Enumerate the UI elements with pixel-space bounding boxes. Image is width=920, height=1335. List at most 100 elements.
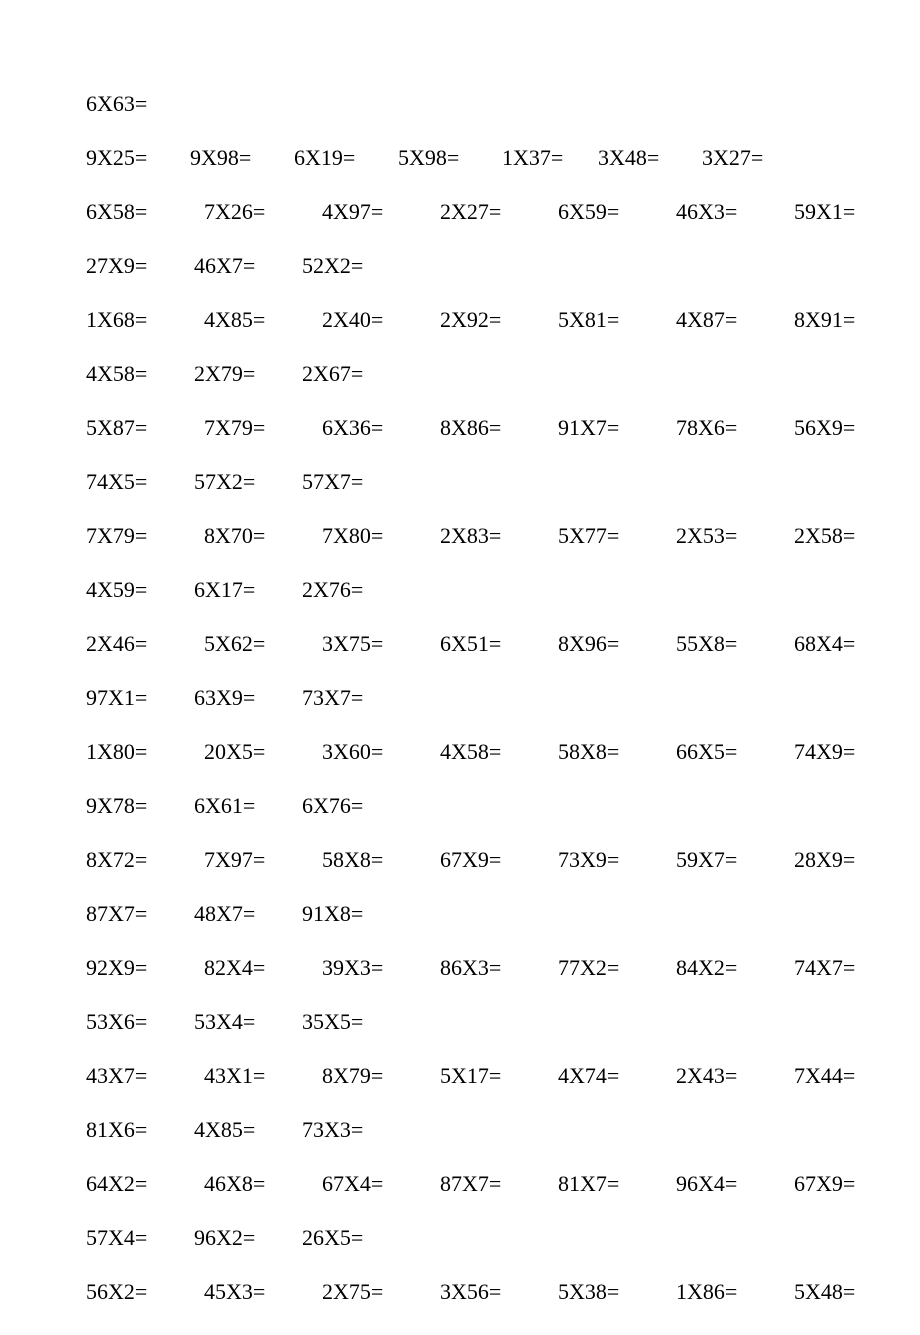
multiplication-problem: 5X62= bbox=[204, 633, 265, 655]
problem-row: 8X72=7X97=58X8=67X9=73X9=59X7=28X9= bbox=[86, 849, 860, 903]
multiplication-problem: 2X46= bbox=[86, 633, 147, 655]
multiplication-problem: 4X97= bbox=[322, 201, 383, 223]
problem-row: 7X79=8X70=7X80=2X83=5X77=2X53=2X58= bbox=[86, 525, 860, 579]
multiplication-problem: 6X58= bbox=[86, 201, 147, 223]
worksheet-page: 6X63=9X25=9X98=6X19=5X98=1X37=3X48=3X27=… bbox=[0, 0, 920, 1335]
problem-row: 97X1=63X9=73X7= bbox=[86, 687, 860, 741]
multiplication-problem: 8X70= bbox=[204, 525, 265, 547]
multiplication-problem: 57X7= bbox=[302, 471, 363, 493]
multiplication-problem: 39X3= bbox=[322, 957, 383, 979]
multiplication-problem: 7X26= bbox=[204, 201, 265, 223]
multiplication-problem: 4X58= bbox=[86, 363, 147, 385]
multiplication-problem: 46X3= bbox=[676, 201, 737, 223]
multiplication-problem: 1X80= bbox=[86, 741, 147, 763]
multiplication-problem: 5X87= bbox=[86, 417, 147, 439]
multiplication-problem: 87X7= bbox=[86, 903, 147, 925]
multiplication-problem: 3X27= bbox=[702, 147, 763, 169]
multiplication-problem: 9X25= bbox=[86, 147, 147, 169]
multiplication-problem: 2X76= bbox=[302, 579, 363, 601]
multiplication-problem: 53X4= bbox=[194, 1011, 255, 1033]
multiplication-problem: 64X2= bbox=[86, 1173, 147, 1195]
multiplication-problem: 4X58= bbox=[440, 741, 501, 763]
multiplication-problem: 6X19= bbox=[294, 147, 355, 169]
multiplication-problem: 8X91= bbox=[794, 309, 855, 331]
problem-row: 5X87=7X79=6X36=8X86=91X7=78X6=56X9= bbox=[86, 417, 860, 471]
problem-row: 64X2=46X8=67X4=87X7=81X7=96X4=67X9= bbox=[86, 1173, 860, 1227]
multiplication-problem: 2X75= bbox=[322, 1281, 383, 1303]
problem-row: 81X6= 4X85= 73X3= bbox=[86, 1119, 860, 1173]
multiplication-problem: 56X2= bbox=[86, 1281, 147, 1303]
multiplication-problem: 5X38= bbox=[558, 1281, 619, 1303]
multiplication-problem: 5X77= bbox=[558, 525, 619, 547]
multiplication-problem: 82X4= bbox=[204, 957, 265, 979]
multiplication-problem: 91X8= bbox=[302, 903, 363, 925]
multiplication-problem: 46X8= bbox=[204, 1173, 265, 1195]
multiplication-problem: 67X9= bbox=[794, 1173, 855, 1195]
multiplication-problem: 86X3= bbox=[440, 957, 501, 979]
multiplication-problem: 59X7= bbox=[676, 849, 737, 871]
multiplication-problem: 3X75= bbox=[322, 633, 383, 655]
multiplication-problem: 66X5= bbox=[676, 741, 737, 763]
multiplication-problem: 55X8= bbox=[676, 633, 737, 655]
problem-row: 4X58= 2X79= 2X67= bbox=[86, 363, 860, 417]
problem-row: 92X9=82X4=39X3=86X3=77X2=84X2=74X7= bbox=[86, 957, 860, 1011]
problem-row: 4X59= 6X17= 2X76= bbox=[86, 579, 860, 633]
multiplication-problem: 6X76= bbox=[302, 795, 363, 817]
multiplication-problem: 78X6= bbox=[676, 417, 737, 439]
multiplication-problem: 68X4= bbox=[794, 633, 855, 655]
multiplication-problem: 77X2= bbox=[558, 957, 619, 979]
multiplication-problem: 4X87= bbox=[676, 309, 737, 331]
multiplication-problem: 74X9= bbox=[794, 741, 855, 763]
multiplication-problem: 8X79= bbox=[322, 1065, 383, 1087]
multiplication-problem: 67X4= bbox=[322, 1173, 383, 1195]
multiplication-problem: 6X63= bbox=[86, 93, 147, 115]
multiplication-problem: 73X9= bbox=[558, 849, 619, 871]
multiplication-problem: 53X6= bbox=[86, 1011, 147, 1033]
problem-row: 43X7=43X1=8X79=5X17=4X74=2X43=7X44= bbox=[86, 1065, 860, 1119]
multiplication-problem: 7X79= bbox=[86, 525, 147, 547]
multiplication-problem: 8X96= bbox=[558, 633, 619, 655]
multiplication-problem: 2X40= bbox=[322, 309, 383, 331]
multiplication-problem: 2X79= bbox=[194, 363, 255, 385]
multiplication-problem: 5X17= bbox=[440, 1065, 501, 1087]
multiplication-problem: 46X7= bbox=[194, 255, 255, 277]
problem-row: 27X9=46X7=52X2= bbox=[86, 255, 860, 309]
multiplication-problem: 74X5= bbox=[86, 471, 147, 493]
multiplication-problem: 2X27= bbox=[440, 201, 501, 223]
multiplication-problem: 4X85= bbox=[194, 1119, 255, 1141]
multiplication-problem: 6X36= bbox=[322, 417, 383, 439]
multiplication-problem: 81X6= bbox=[86, 1119, 147, 1141]
problem-row: 53X6=53X4=35X5= bbox=[86, 1011, 860, 1065]
multiplication-problem: 56X9= bbox=[794, 417, 855, 439]
multiplication-problem: 92X9= bbox=[86, 957, 147, 979]
multiplication-problem: 43X1= bbox=[204, 1065, 265, 1087]
multiplication-problem: 26X5= bbox=[302, 1227, 363, 1249]
multiplication-problem: 28X9= bbox=[794, 849, 855, 871]
multiplication-problem: 4X85= bbox=[204, 309, 265, 331]
multiplication-problem: 4X74= bbox=[558, 1065, 619, 1087]
multiplication-problem: 87X7= bbox=[440, 1173, 501, 1195]
multiplication-problem: 1X86= bbox=[676, 1281, 737, 1303]
multiplication-problem: 7X97= bbox=[204, 849, 265, 871]
multiplication-problem: 45X3= bbox=[204, 1281, 265, 1303]
multiplication-problem: 1X37= bbox=[502, 147, 563, 169]
multiplication-problem: 73X3= bbox=[302, 1119, 363, 1141]
problem-row: 6X58=7X26=4X97=2X27=6X59=46X3=59X1= bbox=[86, 201, 860, 255]
multiplication-problem: 81X7= bbox=[558, 1173, 619, 1195]
multiplication-problem: 6X17= bbox=[194, 579, 255, 601]
multiplication-problem: 97X1= bbox=[86, 687, 147, 709]
multiplication-problem: 58X8= bbox=[558, 741, 619, 763]
problem-row: 9X25=9X98=6X19=5X98=1X37=3X48=3X27= bbox=[86, 147, 860, 201]
problem-row: 57X4=96X2=26X5= bbox=[86, 1227, 860, 1281]
multiplication-problem: 6X51= bbox=[440, 633, 501, 655]
multiplication-problem: 5X81= bbox=[558, 309, 619, 331]
multiplication-problem: 2X53= bbox=[676, 525, 737, 547]
multiplication-problem: 3X60= bbox=[322, 741, 383, 763]
multiplication-problem: 2X67= bbox=[302, 363, 363, 385]
multiplication-problem: 9X98= bbox=[190, 147, 251, 169]
problem-row: 74X5= 57X2= 57X7= bbox=[86, 471, 860, 525]
multiplication-problem: 96X2= bbox=[194, 1227, 255, 1249]
multiplication-problem: 57X2= bbox=[194, 471, 255, 493]
multiplication-problem: 67X9= bbox=[440, 849, 501, 871]
multiplication-problem: 4X59= bbox=[86, 579, 147, 601]
